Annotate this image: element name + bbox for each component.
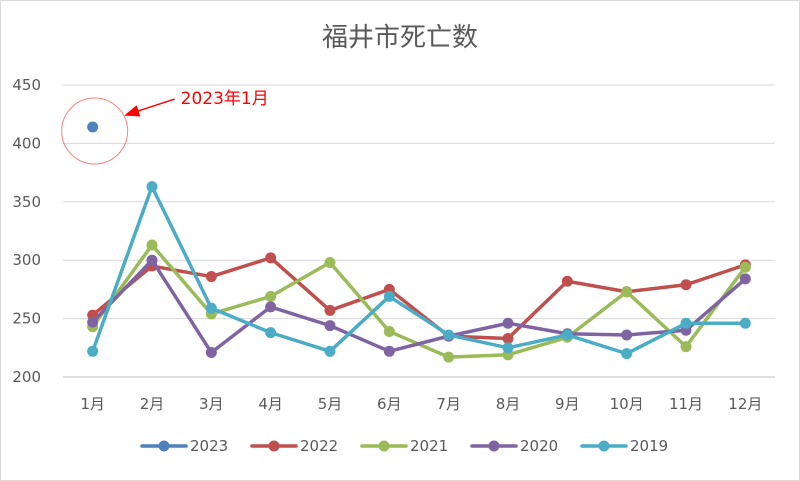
data-point — [87, 316, 99, 328]
y-tick-label: 300 — [12, 251, 41, 269]
series-2019 — [87, 181, 751, 360]
legend-item-2021: 2021 — [360, 437, 448, 455]
x-tick-label: 9月 — [555, 395, 580, 413]
x-tick-label: 7月 — [436, 395, 461, 413]
data-point — [146, 239, 158, 251]
x-tick-label: 11月 — [669, 395, 703, 413]
y-tick-label: 250 — [12, 310, 41, 328]
x-tick-label: 2月 — [140, 395, 165, 413]
legend-marker — [268, 440, 280, 452]
data-point — [265, 290, 277, 302]
data-point — [680, 317, 692, 329]
chart-title: 福井市死亡数 — [322, 23, 478, 53]
legend-item-2019: 2019 — [580, 437, 668, 455]
y-tick-label: 350 — [12, 193, 41, 211]
legend-item-2022: 2022 — [250, 437, 338, 455]
series-line — [90, 258, 748, 355]
data-point — [265, 327, 277, 339]
x-tick-label: 4月 — [258, 395, 283, 413]
data-point — [502, 317, 514, 329]
x-tick-label: 5月 — [318, 395, 343, 413]
legend-label: 2021 — [410, 437, 448, 455]
series-line — [90, 256, 748, 341]
y-tick-label: 450 — [12, 76, 41, 94]
series-2022 — [87, 252, 751, 344]
data-point — [146, 181, 158, 193]
data-point — [621, 348, 633, 360]
annotation-circle — [61, 97, 129, 165]
data-point — [205, 346, 217, 358]
legend-marker — [378, 440, 390, 452]
data-point — [205, 302, 217, 314]
annotation-label: 2023年1月 — [181, 89, 269, 109]
x-tick-label: 1月 — [80, 395, 105, 413]
x-tick-label: 8月 — [496, 395, 521, 413]
legend-label: 2019 — [630, 437, 668, 455]
data-point — [443, 329, 455, 341]
data-point — [739, 273, 751, 285]
annotation-arrow — [124, 98, 175, 117]
data-point — [324, 257, 336, 269]
x-tick-label: 3月 — [199, 395, 224, 413]
data-point — [561, 329, 573, 341]
x-tick-label: 12月 — [728, 395, 762, 413]
data-point — [383, 290, 395, 302]
series-line — [90, 184, 748, 356]
data-point — [621, 329, 633, 341]
data-point — [383, 345, 395, 357]
data-point — [265, 301, 277, 313]
data-point — [265, 252, 277, 264]
data-point — [739, 317, 751, 329]
data-point — [739, 261, 751, 273]
legend-item-2020: 2020 — [470, 437, 558, 455]
data-point — [205, 271, 217, 283]
data-point — [502, 342, 514, 354]
data-point — [87, 121, 99, 133]
y-tick-label: 400 — [12, 134, 41, 152]
data-point — [561, 275, 573, 287]
data-point — [621, 286, 633, 298]
data-point — [324, 320, 336, 332]
legend-marker — [158, 440, 170, 452]
data-point — [502, 332, 514, 344]
data-point — [146, 254, 158, 266]
x-tick-label: 6月 — [377, 395, 402, 413]
legend-label: 2023 — [190, 437, 228, 455]
data-point — [680, 341, 692, 353]
legend-item-2023: 2023 — [140, 437, 228, 455]
legend-marker — [488, 440, 500, 452]
data-point — [443, 351, 455, 363]
legend-label: 2022 — [300, 437, 338, 455]
x-tick-label: 10月 — [610, 395, 644, 413]
y-tick-label: 200 — [12, 368, 41, 386]
data-point — [383, 325, 395, 337]
series-2023 — [87, 121, 99, 133]
data-point — [87, 345, 99, 357]
data-point — [324, 304, 336, 316]
data-point — [680, 279, 692, 291]
legend-marker — [598, 440, 610, 452]
data-point — [324, 345, 336, 357]
legend-label: 2020 — [520, 437, 558, 455]
